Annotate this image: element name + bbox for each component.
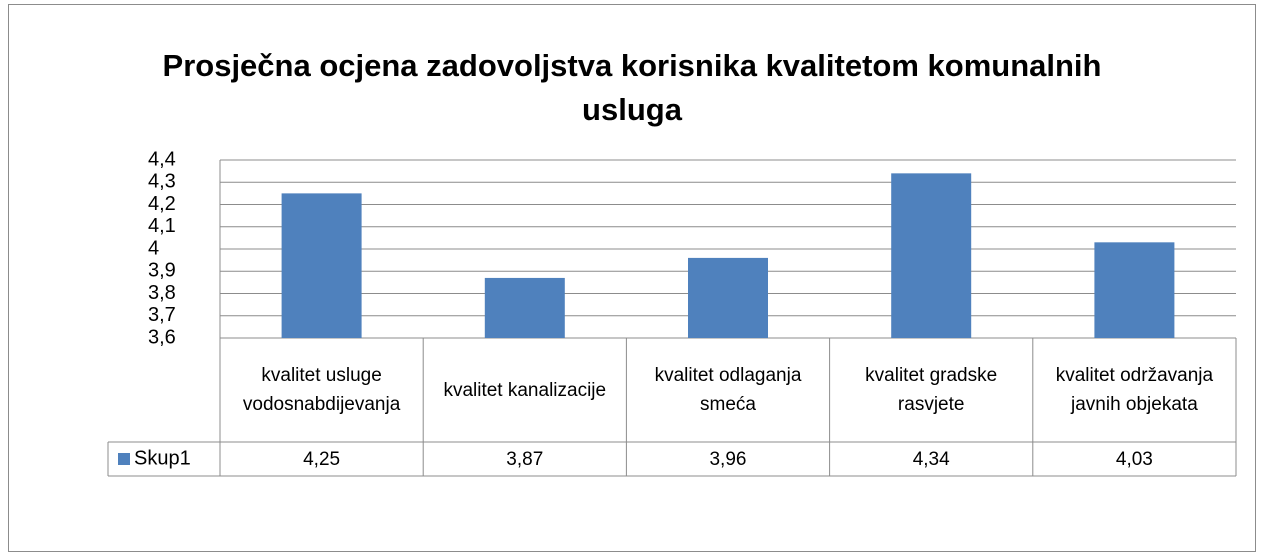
y-tick-label: 4,4 <box>148 148 176 170</box>
chart-title: Prosječna ocjena zadovoljstva korisnika … <box>162 48 1102 127</box>
category-label: kvalitet kanalizacije <box>443 379 607 401</box>
y-tick-label: 3,8 <box>148 282 176 304</box>
chart-frame <box>8 4 1256 552</box>
y-tick-label: 3,7 <box>148 304 176 326</box>
y-tick-label: 4,1 <box>148 215 176 237</box>
y-tick-label: 4,2 <box>148 193 176 215</box>
y-tick-label: 3,6 <box>148 326 176 348</box>
data-label: 4,25 <box>303 448 341 470</box>
data-label: 3,87 <box>506 448 544 470</box>
bar <box>891 173 972 338</box>
data-label: 4,03 <box>1115 448 1153 470</box>
y-tick-label: 4,3 <box>148 171 176 193</box>
category-label: kvalitet održavanja javnih objekata <box>1055 365 1214 415</box>
legend-label: Skup1 <box>134 447 191 469</box>
bar <box>281 193 362 338</box>
bar <box>484 277 565 338</box>
y-tick-label: 3,9 <box>148 260 176 282</box>
category-label: kvalitet gradske rasvjete <box>865 365 998 415</box>
bar <box>688 257 768 338</box>
bar <box>1094 242 1175 338</box>
category-label: kvalitet odlaganja smeća <box>654 365 802 415</box>
y-tick-label: 4 <box>148 237 159 259</box>
data-label: 4,34 <box>912 448 950 470</box>
category-label: kvalitet usluge vodosnabdijevanja <box>242 365 401 415</box>
data-label: 3,96 <box>709 448 747 470</box>
legend-swatch <box>118 453 130 465</box>
